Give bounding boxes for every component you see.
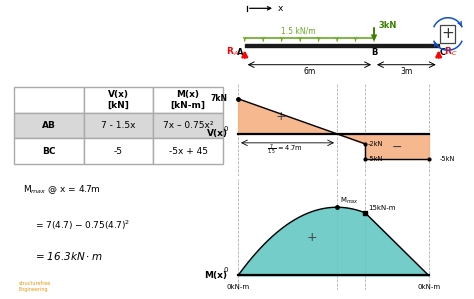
Text: +: + bbox=[442, 27, 454, 42]
Bar bbox=[440, 25, 456, 43]
Text: -5kN: -5kN bbox=[367, 156, 383, 162]
Text: = 7(4.7) $-$ 0.75(4.7)$^{2}$: = 7(4.7) $-$ 0.75(4.7)$^{2}$ bbox=[35, 219, 130, 232]
Text: R$_A$: R$_A$ bbox=[227, 46, 239, 58]
Text: M(x): M(x) bbox=[204, 271, 228, 280]
Text: A: A bbox=[237, 48, 244, 57]
Text: 15kN-m: 15kN-m bbox=[368, 205, 396, 211]
Text: 0kN-m: 0kN-m bbox=[227, 284, 250, 290]
Text: 7kN: 7kN bbox=[210, 94, 228, 103]
Text: C: C bbox=[440, 48, 446, 57]
Text: −: − bbox=[392, 141, 402, 154]
Text: 0: 0 bbox=[223, 126, 228, 132]
Text: 0kN-m: 0kN-m bbox=[417, 284, 440, 290]
Text: -2kN: -2kN bbox=[367, 141, 383, 147]
Text: 1.5 kN/m: 1.5 kN/m bbox=[281, 27, 316, 36]
Text: M$_{max}$ @ x = 4.7m: M$_{max}$ @ x = 4.7m bbox=[23, 183, 100, 196]
Text: 0: 0 bbox=[223, 267, 228, 273]
Text: 3kN: 3kN bbox=[378, 21, 397, 30]
Text: V(x): V(x) bbox=[207, 129, 228, 138]
Text: M$_{max}$: M$_{max}$ bbox=[340, 195, 359, 205]
Text: B: B bbox=[371, 48, 377, 57]
Text: x: x bbox=[278, 4, 283, 13]
Bar bbox=[245, 44, 438, 48]
Text: 3m: 3m bbox=[400, 67, 412, 76]
Text: = 16.3$kN \cdot m$: = 16.3$kN \cdot m$ bbox=[35, 250, 103, 262]
Text: +: + bbox=[307, 231, 318, 244]
Text: 6m: 6m bbox=[303, 67, 316, 76]
Text: $\frac{7}{1.5}$ = 4.7m: $\frac{7}{1.5}$ = 4.7m bbox=[267, 143, 302, 157]
Text: structurefree
Engineering: structurefree Engineering bbox=[18, 281, 51, 292]
Text: R$_C$: R$_C$ bbox=[444, 46, 457, 58]
Text: -5kN: -5kN bbox=[439, 156, 455, 162]
Text: +: + bbox=[275, 110, 286, 123]
